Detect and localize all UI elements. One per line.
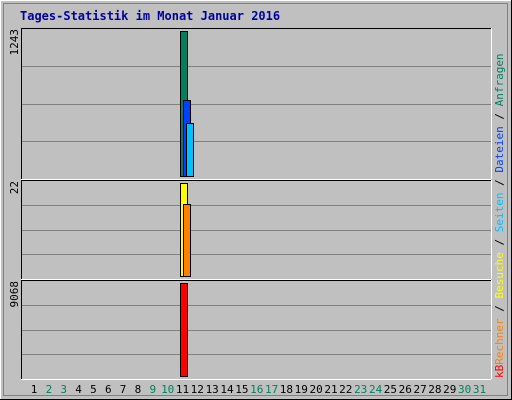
x-tick-label: 12 (191, 383, 204, 396)
legend-entry: kB (493, 364, 506, 378)
legend-entry: / (493, 173, 506, 193)
panel-background (21, 180, 491, 279)
y-max-label: 22 (8, 181, 21, 194)
x-tick-label: 15 (235, 383, 248, 396)
y-max-label: 1243 (8, 29, 21, 56)
chart-panel: 1243 (8, 28, 492, 180)
legend-entry: Besuche (493, 252, 506, 298)
legend-entry: Seiten (493, 193, 506, 233)
chart-panels: 1243 22 9068 (8, 28, 492, 380)
x-tick-label: 20 (309, 383, 322, 396)
chart-panel: 9068 (8, 280, 492, 380)
x-tick-label: 30 (458, 383, 471, 396)
x-tick-label: 2 (46, 383, 53, 396)
legend-entry: Dateien (493, 126, 506, 172)
x-tick-label: 18 (280, 383, 293, 396)
x-tick-label: 16 (250, 383, 263, 396)
legend-entry: Anfragen (493, 53, 506, 106)
chart-panel: 22 (8, 180, 492, 280)
x-tick-label: 7 (120, 383, 127, 396)
x-tick-label: 22 (339, 383, 352, 396)
chart-inner-border (3, 3, 508, 396)
x-tick-label: 21 (324, 383, 337, 396)
x-tick-label: 31 (473, 383, 486, 396)
bar (183, 204, 191, 277)
x-tick-label: 10 (161, 383, 174, 396)
x-tick-label: 26 (399, 383, 412, 396)
x-tick-label: 9 (149, 383, 156, 396)
panel-background (21, 28, 491, 179)
x-tick-label: 14 (220, 383, 234, 396)
bar (180, 283, 188, 377)
chart-legend: kBRechner / Besuche / Seiten / Dateien /… (493, 53, 506, 378)
legend-entry: / (493, 299, 506, 319)
x-tick-label: 24 (369, 383, 383, 396)
chart-title: Tages-Statistik im Monat Januar 2016 (20, 9, 280, 23)
x-tick-label: 25 (384, 383, 397, 396)
x-tick-label: 27 (413, 383, 426, 396)
legend-entry: Rechner (493, 318, 506, 365)
legend-entry: / (493, 232, 506, 252)
legend-entry: / (493, 106, 506, 126)
x-tick-label: 5 (90, 383, 97, 396)
x-tick-label: 4 (75, 383, 82, 396)
y-max-label: 9068 (8, 281, 21, 308)
x-tick-label: 28 (428, 383, 441, 396)
x-tick-label: 3 (60, 383, 67, 396)
x-tick-label: 19 (295, 383, 308, 396)
x-tick-label: 6 (105, 383, 112, 396)
x-tick-label: 29 (443, 383, 456, 396)
x-tick-labels: 1 2 3 4 5 6 7 8 9 10 11 12 13 14 15 16 17 18 19 20 21 22 23 24 2… (31, 383, 486, 396)
x-tick-label: 1 (31, 383, 38, 396)
x-tick-label: 13 (206, 383, 219, 396)
bar (186, 123, 194, 177)
x-tick-label: 11 (176, 383, 189, 396)
x-tick-label: 8 (135, 383, 142, 396)
x-tick-label: 23 (354, 383, 367, 396)
panel-background (21, 280, 491, 379)
x-tick-label: 17 (265, 383, 278, 396)
